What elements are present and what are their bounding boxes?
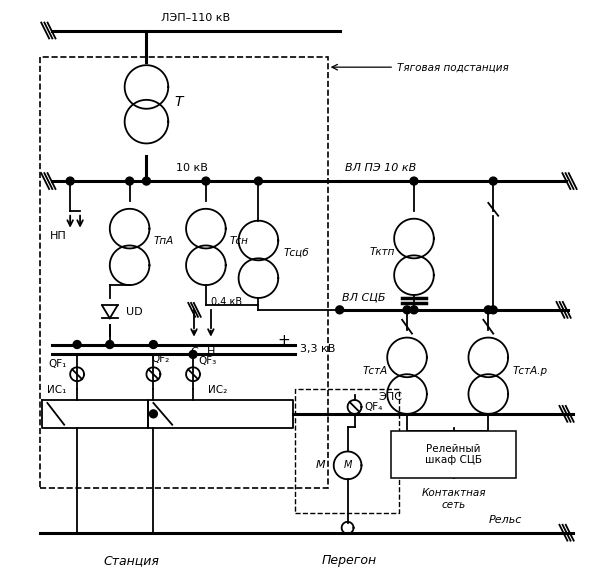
Text: UD: UD bbox=[125, 307, 142, 317]
Circle shape bbox=[66, 177, 74, 185]
Text: QF₂: QF₂ bbox=[152, 355, 170, 365]
Text: Контактная
сеть: Контактная сеть bbox=[421, 488, 486, 510]
Circle shape bbox=[150, 340, 158, 349]
Text: Тсцб: Тсцб bbox=[283, 247, 309, 257]
Text: С: С bbox=[190, 348, 198, 357]
Bar bbox=[391, 431, 516, 478]
Circle shape bbox=[410, 306, 418, 314]
Text: Н: Н bbox=[207, 348, 215, 357]
Circle shape bbox=[489, 306, 497, 314]
Text: Тяговая подстанция: Тяговая подстанция bbox=[397, 62, 509, 72]
Circle shape bbox=[142, 177, 150, 185]
Text: Т: Т bbox=[174, 95, 182, 109]
Text: +: + bbox=[278, 333, 290, 348]
Text: 10 кВ: 10 кВ bbox=[176, 163, 208, 173]
Text: Перегон: Перегон bbox=[322, 554, 377, 568]
Text: ЭПС: ЭПС bbox=[378, 392, 402, 402]
Text: ИС₁: ИС₁ bbox=[47, 385, 67, 395]
Text: Рельс: Рельс bbox=[488, 515, 522, 525]
Circle shape bbox=[202, 177, 210, 185]
Text: НП: НП bbox=[50, 231, 66, 241]
Text: М: М bbox=[344, 460, 351, 470]
Bar bbox=[41, 58, 328, 488]
Text: 0,4 кВ: 0,4 кВ bbox=[211, 297, 242, 307]
Circle shape bbox=[410, 177, 418, 185]
Text: QF₄: QF₄ bbox=[364, 402, 383, 412]
Text: QF₃: QF₃ bbox=[198, 356, 216, 366]
Text: Тсн: Тсн bbox=[230, 235, 248, 245]
Text: ИС₂: ИС₂ bbox=[208, 385, 227, 395]
Text: ВЛ ПЭ 10 кВ: ВЛ ПЭ 10 кВ bbox=[345, 163, 416, 173]
Text: Релейный
шкаф СЦБ: Релейный шкаф СЦБ bbox=[425, 444, 482, 465]
Text: ТпА: ТпА bbox=[153, 235, 174, 245]
Circle shape bbox=[73, 340, 81, 349]
Circle shape bbox=[484, 306, 492, 314]
Text: 3,3 кВ: 3,3 кВ bbox=[300, 345, 335, 355]
Text: М: М bbox=[316, 460, 326, 470]
Circle shape bbox=[489, 177, 497, 185]
Circle shape bbox=[189, 350, 197, 359]
Text: ТстА.р: ТстА.р bbox=[512, 366, 547, 376]
Text: Станция: Станция bbox=[104, 554, 159, 568]
Circle shape bbox=[336, 306, 344, 314]
Text: ЛЭП–110 кВ: ЛЭП–110 кВ bbox=[161, 12, 230, 22]
Circle shape bbox=[150, 410, 158, 418]
Circle shape bbox=[106, 340, 114, 349]
Circle shape bbox=[255, 177, 262, 185]
Text: ВЛ СЦБ: ВЛ СЦБ bbox=[342, 292, 385, 302]
Text: QF₁: QF₁ bbox=[49, 359, 67, 369]
Text: Тктп: Тктп bbox=[370, 247, 395, 257]
Circle shape bbox=[403, 306, 411, 314]
Bar bbox=[295, 389, 399, 513]
Circle shape bbox=[125, 177, 133, 185]
Text: ТстА: ТстА bbox=[362, 366, 388, 376]
